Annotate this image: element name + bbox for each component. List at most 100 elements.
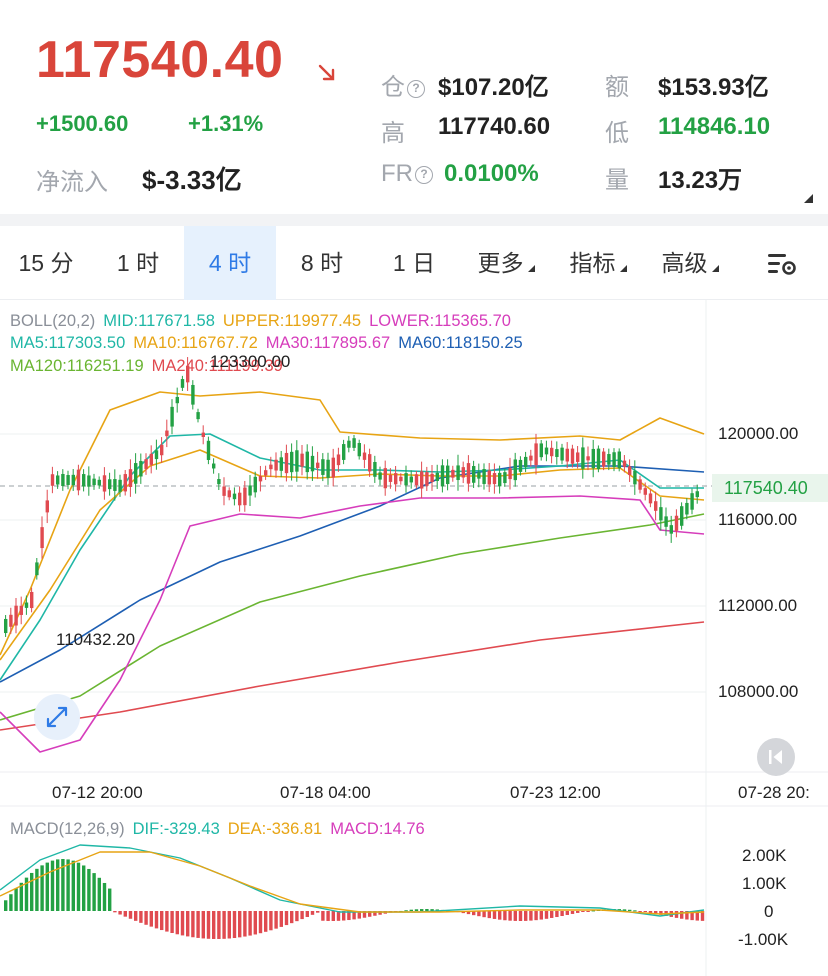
macd-bar <box>186 911 190 937</box>
tab-label: 更多 <box>477 250 524 276</box>
candle-body <box>139 460 143 477</box>
macd-bar <box>544 911 549 919</box>
ma60-value: MA60:118150.25 <box>398 334 523 352</box>
candle-body <box>92 478 96 486</box>
candle-body <box>628 466 632 475</box>
macd-bar <box>368 911 372 917</box>
candle-body <box>399 476 403 482</box>
candle-body <box>180 379 185 388</box>
tab-advanced[interactable]: 高级 <box>644 226 736 300</box>
macd-bar <box>362 911 367 918</box>
macd-bar <box>498 911 502 920</box>
high-annotation: 123300.00 <box>210 352 291 371</box>
macd-bar <box>586 911 590 912</box>
candle-body <box>134 463 138 484</box>
help-icon[interactable]: ? <box>415 166 433 184</box>
tab-4h[interactable]: 4 时 <box>184 226 276 300</box>
macd-bar <box>513 911 517 921</box>
kline-chart[interactable]: BOLL(20,2) MID:117671.58 UPPER:119977.45 LO… <box>0 300 828 976</box>
back-to-latest-button[interactable] <box>757 738 795 776</box>
candle-body <box>217 479 221 485</box>
macd-tick-label: 2.00K <box>742 846 787 865</box>
candle-body <box>274 459 278 471</box>
macd-bar <box>654 911 658 914</box>
candle-body <box>248 485 252 496</box>
y-tick-label: 112000.00 <box>718 596 798 615</box>
candle-body <box>352 438 356 448</box>
macd-bar <box>284 911 289 926</box>
candle-body <box>71 474 75 486</box>
change-absolute: +1500.60 <box>36 111 129 136</box>
kline-chart-canvas[interactable] <box>0 300 828 976</box>
macd-bar <box>430 909 434 911</box>
boll-lower: LOWER:115365.70 <box>369 312 511 330</box>
candle-body <box>316 462 320 469</box>
change-percent: +1.31% <box>188 111 264 136</box>
tab-8h[interactable]: 8 时 <box>276 226 368 300</box>
chart-settings-icon[interactable] <box>766 250 798 278</box>
macd-bar <box>487 911 491 919</box>
tab-15m[interactable]: 15 分 <box>0 226 92 300</box>
zoom-button[interactable] <box>34 694 80 740</box>
candle-body <box>14 605 18 626</box>
macd-bar <box>518 911 523 921</box>
ma10-line <box>0 449 705 661</box>
tab-label: 4 时 <box>208 250 252 276</box>
tab-label: 15 分 <box>18 250 74 276</box>
macd-bar <box>581 911 585 912</box>
candle-body <box>201 432 205 437</box>
candle-body <box>633 470 637 485</box>
tab-label: 1 时 <box>116 250 160 276</box>
open-interest-label[interactable]: 仓? <box>381 67 425 102</box>
ma10-value: MA10:116767.72 <box>133 334 258 352</box>
candle-body <box>414 474 419 486</box>
candle-body <box>674 515 679 531</box>
macd-bar <box>191 911 195 938</box>
tab-more[interactable]: 更多 <box>460 226 552 300</box>
dropdown-corner-icon <box>527 265 535 272</box>
expand-corner-icon[interactable] <box>804 194 813 203</box>
macd-bar <box>149 911 153 927</box>
candle-body <box>82 474 86 487</box>
macd-bar <box>659 911 663 915</box>
candle-body <box>113 479 117 491</box>
macd-bar <box>4 900 8 911</box>
tab-indicators[interactable]: 指标 <box>552 226 644 300</box>
macd-bar <box>425 909 429 911</box>
macd-bar <box>113 911 117 913</box>
tab-1h[interactable]: 1 时 <box>92 226 184 300</box>
tab-label: 8 时 <box>300 250 344 276</box>
volume-value: 13.23万 <box>658 167 743 194</box>
candle-body <box>461 467 465 478</box>
candle-body <box>310 455 315 472</box>
y-tick-label: 108000.00 <box>718 682 799 701</box>
skip-to-latest-icon <box>769 750 782 764</box>
candle-body <box>362 452 367 460</box>
macd-bar <box>66 859 70 911</box>
tab-label: 1 日 <box>392 250 436 276</box>
help-icon[interactable]: ? <box>407 80 425 98</box>
macd-bar <box>217 911 221 939</box>
open-interest-value: $107.20亿 <box>438 74 549 101</box>
macd-bar <box>409 909 413 911</box>
candle-body <box>196 412 200 420</box>
macd-bar <box>555 911 559 918</box>
tab-label: 高级 <box>661 250 708 276</box>
ma240-value: MA240:111199.39 <box>151 357 283 375</box>
candle-body <box>446 465 450 485</box>
candle-body <box>513 459 517 481</box>
funding-rate-label[interactable]: FR? <box>381 160 433 188</box>
tab-1d[interactable]: 1 日 <box>368 226 460 300</box>
candle-body <box>648 493 653 504</box>
macd-dea: DEA:-336.81 <box>227 820 323 838</box>
macd-bar <box>45 862 49 911</box>
macd-bar <box>274 911 278 929</box>
candle-body <box>435 472 439 481</box>
macd-bar <box>35 868 39 911</box>
macd-bar <box>695 911 699 921</box>
candle-body <box>108 479 112 490</box>
y-tick-label: 120000.00 <box>718 424 799 443</box>
macd-bar <box>680 911 684 919</box>
candle-body <box>40 527 44 549</box>
candle-body <box>440 465 445 487</box>
